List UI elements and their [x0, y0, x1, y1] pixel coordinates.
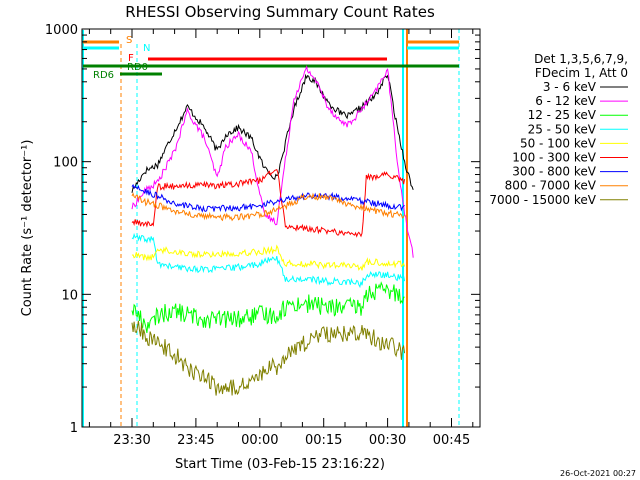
legend: Det 1,3,5,6,7,9,FDecim 1, Att 03 - 6 keV… [489, 52, 628, 207]
axes: 1 10 100 1000 23:30 23:45 00:00 00:15 00:30 00:45 [45, 23, 480, 448]
x-axis-label: Start Time (03-Feb-15 23:16:22) [175, 457, 385, 472]
state-label-n: N [143, 43, 150, 54]
legend-label: 100 - 300 keV [512, 151, 596, 165]
series-line-25-50kev [131, 232, 406, 289]
legend-label: 12 - 25 keV [528, 108, 597, 122]
series-line-50-100kev [131, 244, 406, 271]
x-tick-label: 00:00 [241, 433, 278, 448]
plot-content [82, 29, 460, 427]
series-line-6-12kev [131, 65, 414, 258]
x-tick-label: 23:30 [113, 433, 150, 448]
state-label-s: S [126, 35, 132, 46]
legend-label: 3 - 6 keV [543, 80, 597, 94]
x-tick-label: 23:45 [177, 433, 214, 448]
legend-label: 800 - 7000 keV [505, 179, 597, 193]
series-line-300-800kev [131, 183, 405, 213]
legend-label: 6 - 12 keV [535, 94, 597, 108]
legend-label: 7000 - 15000 keV [489, 193, 596, 207]
x-tick-label: 00:45 [433, 433, 470, 448]
state-label-rd6: RD6 [93, 70, 114, 81]
legend-label: 50 - 100 keV [520, 136, 597, 150]
y-tick-label: 100 [53, 156, 78, 171]
series-line-7000-15000kev [131, 320, 406, 396]
legend-header-line: FDecim 1, Att 0 [535, 66, 628, 80]
series-line-100-300kev [131, 168, 406, 238]
footer-date: 26-Oct-2021 00:27 [560, 469, 636, 478]
state-label-f: F [128, 53, 134, 64]
y-tick-label: 10 [61, 288, 78, 303]
x-tick-label: 00:30 [369, 433, 406, 448]
y-axis-label: Count Rate (s⁻¹ detector⁻¹) [20, 140, 35, 317]
series-line-3-6kev [131, 73, 414, 193]
series-line-800-7000kev [131, 192, 406, 222]
chart-title: RHESSI Observing Summary Count Rates [125, 3, 435, 21]
y-tick-label: 1000 [45, 23, 78, 38]
legend-label: 25 - 50 keV [528, 122, 597, 136]
state-label-rd0: RD0 [127, 62, 148, 73]
x-tick-label: 00:15 [305, 433, 342, 448]
series-line-12-25kev [131, 281, 405, 333]
legend-header-line: Det 1,3,5,6,7,9, [534, 52, 628, 66]
y-tick-label: 1 [70, 421, 78, 436]
legend-label: 300 - 800 keV [512, 165, 596, 179]
